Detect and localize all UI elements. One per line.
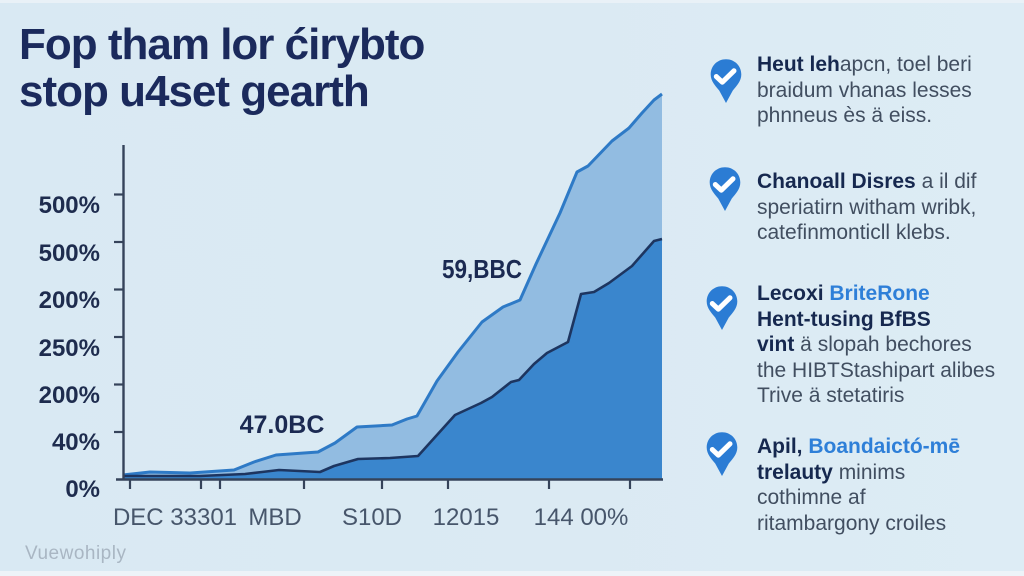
svg-text:200%: 200%: [39, 287, 100, 314]
svg-text:MBD: MBD: [248, 504, 301, 531]
svg-text:S10D: S10D: [342, 504, 402, 531]
svg-text:500%: 500%: [39, 192, 100, 219]
svg-text:DEC 33301: DEC 33301: [113, 504, 237, 531]
svg-text:59,BBC: 59,BBC: [442, 254, 522, 284]
svg-text:250%: 250%: [39, 335, 100, 362]
svg-text:144 00%: 144 00%: [534, 504, 629, 531]
svg-text:40%: 40%: [52, 429, 100, 456]
svg-text:200%: 200%: [39, 382, 100, 409]
svg-text:500%: 500%: [39, 240, 100, 267]
svg-text:47.0BC: 47.0BC: [240, 411, 325, 439]
svg-text:12015: 12015: [433, 504, 500, 531]
svg-text:0%: 0%: [65, 476, 100, 503]
